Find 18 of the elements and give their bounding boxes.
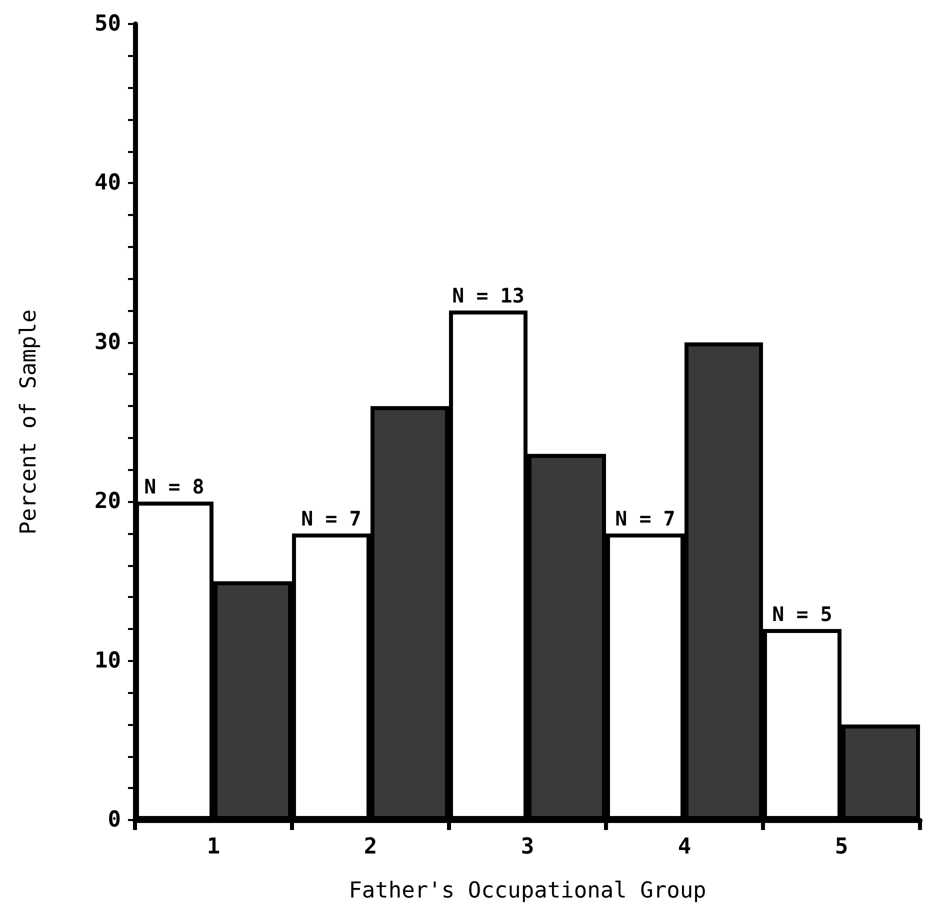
y-tick-label: 30 [94, 330, 121, 355]
x-tick-label: 1 [206, 834, 220, 860]
annotation: N = 13 [452, 284, 524, 308]
annotation: N = 7 [615, 506, 676, 530]
x-tick-label: 2 [364, 834, 378, 860]
x-tick-label: 4 [678, 834, 692, 860]
y-tick-label: 20 [94, 489, 121, 514]
annotation: N = 8 [144, 474, 204, 499]
x-tick-label: 5 [834, 834, 848, 860]
annotation: N = 7 [301, 506, 362, 530]
y-tick-label: 40 [94, 170, 121, 196]
y-axis-title: Percent of Sample [16, 309, 42, 535]
x-axis-title: Father's Occupational Group [348, 878, 706, 904]
annotation: N = 5 [772, 602, 832, 626]
y-tick-label: 50 [94, 12, 121, 36]
x-tick-label: 3 [520, 834, 534, 860]
y-tick-label: 0 [108, 808, 121, 832]
y-tick-label: 10 [94, 648, 121, 674]
